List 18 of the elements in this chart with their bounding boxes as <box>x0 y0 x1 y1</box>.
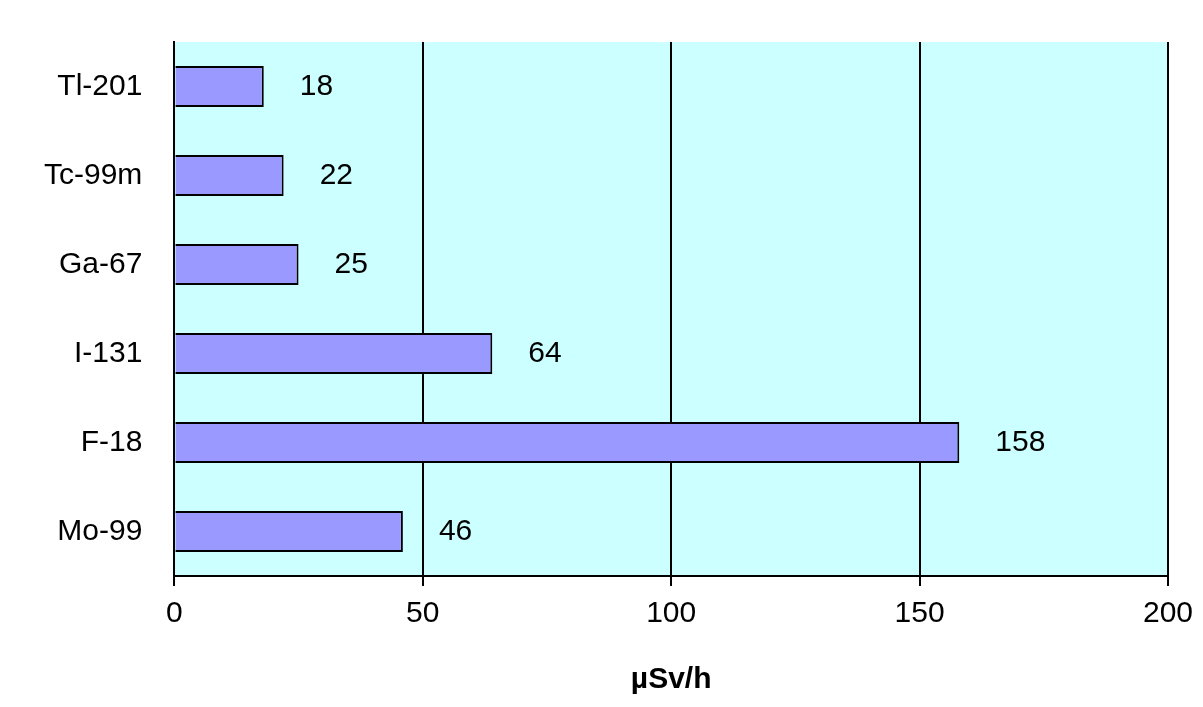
y-tick-label: Tl-201 <box>57 67 143 101</box>
data-label: 22 <box>319 156 354 190</box>
y-tick-label: I-131 <box>73 334 143 368</box>
x-tick-label: 150 <box>894 595 945 629</box>
data-label: 18 <box>299 67 334 101</box>
x-tick-label: 200 <box>1142 595 1193 629</box>
y-tick-label: Ga-67 <box>58 245 143 279</box>
x-tick-label: 100 <box>646 595 697 629</box>
data-label: 158 <box>995 423 1046 457</box>
data-label: 64 <box>528 334 562 368</box>
x-axis-title: µSv/h <box>630 661 712 695</box>
y-tick-label: Mo-99 <box>57 512 143 546</box>
x-tick-label: 50 <box>406 595 440 629</box>
x-tick-label: 0 <box>166 595 183 629</box>
data-label: 25 <box>334 245 368 279</box>
y-tick-label: Tc-99m <box>43 156 143 190</box>
y-tick-label: F-18 <box>80 423 143 457</box>
data-label: 46 <box>438 512 473 546</box>
